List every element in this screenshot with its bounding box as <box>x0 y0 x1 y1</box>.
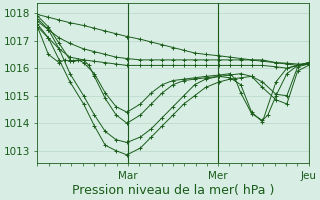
X-axis label: Pression niveau de la mer( hPa ): Pression niveau de la mer( hPa ) <box>72 184 274 197</box>
